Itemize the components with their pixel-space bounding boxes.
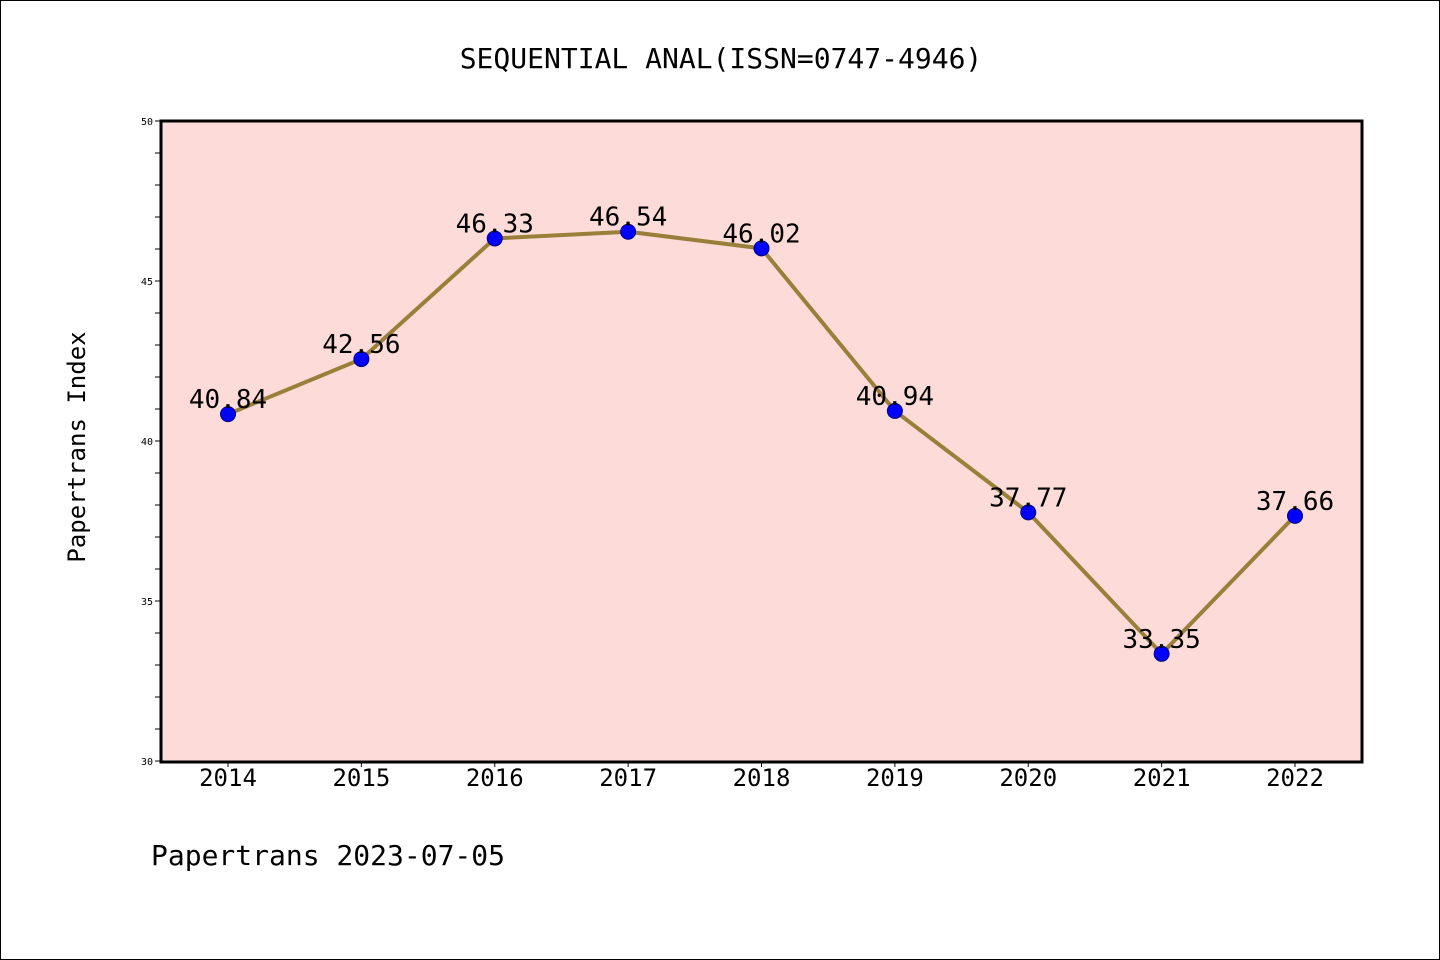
data-point <box>620 223 637 240</box>
chart-title: SEQUENTIAL ANAL(ISSN=0747-4946) <box>460 42 983 75</box>
data-point <box>220 406 236 423</box>
y-tick-label: 50 <box>141 117 153 128</box>
y-tick-label: 35 <box>141 597 153 608</box>
footer-text: Papertrans 2023-07-05 <box>151 839 505 872</box>
x-tick-label: 2022 <box>1266 764 1324 792</box>
x-tick-label: 2014 <box>199 764 257 792</box>
data-label: 37.66 <box>1256 487 1334 517</box>
x-tick-label: 2020 <box>999 764 1057 792</box>
data-label: 46.54 <box>589 203 667 233</box>
x-axis: 2014 2015 2016 2017 2018 2019 2020 2021 2022 <box>199 761 1324 792</box>
data-label: 40.94 <box>856 382 934 412</box>
y-axis-label: Papertrans Index <box>63 331 91 562</box>
data-label: 37.77 <box>989 483 1067 513</box>
x-tick-label: 2015 <box>332 764 390 792</box>
data-point <box>1153 645 1170 662</box>
y-axis: 30 35 40 45 50 <box>141 117 161 768</box>
data-point <box>886 402 903 419</box>
data-label: 40.84 <box>189 385 267 415</box>
plot-area <box>159 119 1364 764</box>
y-tick-label: 30 <box>141 757 153 768</box>
data-point <box>753 240 770 257</box>
x-tick-label: 2019 <box>866 764 924 792</box>
x-tick-label: 2018 <box>733 764 791 792</box>
data-point <box>353 351 370 368</box>
series-layer: 40.84 42.56 46.33 46.54 46.02 40.94 37.77 33.35… <box>189 203 1334 662</box>
data-label: 46.33 <box>456 209 534 239</box>
data-point <box>1287 507 1303 524</box>
x-tick-label: 2016 <box>466 764 524 792</box>
x-tick-label: 2017 <box>599 764 657 792</box>
data-point <box>1020 504 1037 521</box>
y-tick-label: 40 <box>141 437 153 448</box>
data-label: 33.35 <box>1122 625 1200 655</box>
data-point <box>486 230 503 247</box>
x-tick-label: 2021 <box>1133 764 1191 792</box>
data-label: 46.02 <box>722 219 800 249</box>
data-label: 42.56 <box>322 330 400 360</box>
y-tick-label: 45 <box>141 277 153 288</box>
